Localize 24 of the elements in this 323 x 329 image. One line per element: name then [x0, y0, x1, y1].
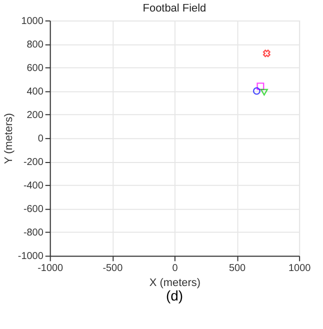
point: [262, 50, 270, 58]
y-tick-label: -600: [23, 204, 44, 216]
chart-title: Footbal Field: [142, 2, 206, 14]
x-tick-label: -1000: [38, 263, 64, 274]
y-tick-label: 400: [26, 86, 44, 98]
y-tick-label: 600: [26, 62, 44, 74]
y-tick-label: 800: [26, 39, 44, 50]
y-tick-label: -400: [23, 180, 44, 192]
y-tick-label: 0: [38, 134, 44, 145]
x-tick-label: 0: [172, 263, 178, 274]
point: [256, 82, 264, 90]
x-tick-label: 500: [228, 263, 246, 274]
y-tick-label: -200: [23, 157, 44, 168]
point: [252, 87, 260, 95]
x-tick-label: 1000: [288, 263, 312, 274]
point: [260, 88, 268, 96]
y-axis-title: Y (meters): [2, 113, 15, 164]
x-axis-title: X (meters): [149, 277, 201, 290]
y-tick-label: -1000: [18, 251, 44, 262]
y-tick-label: -800: [23, 228, 44, 239]
text: (d): [166, 288, 183, 304]
x-tick-label: -500: [102, 263, 124, 274]
y-tick-label: 200: [26, 110, 44, 122]
y-tick-label: 1000: [21, 16, 44, 27]
